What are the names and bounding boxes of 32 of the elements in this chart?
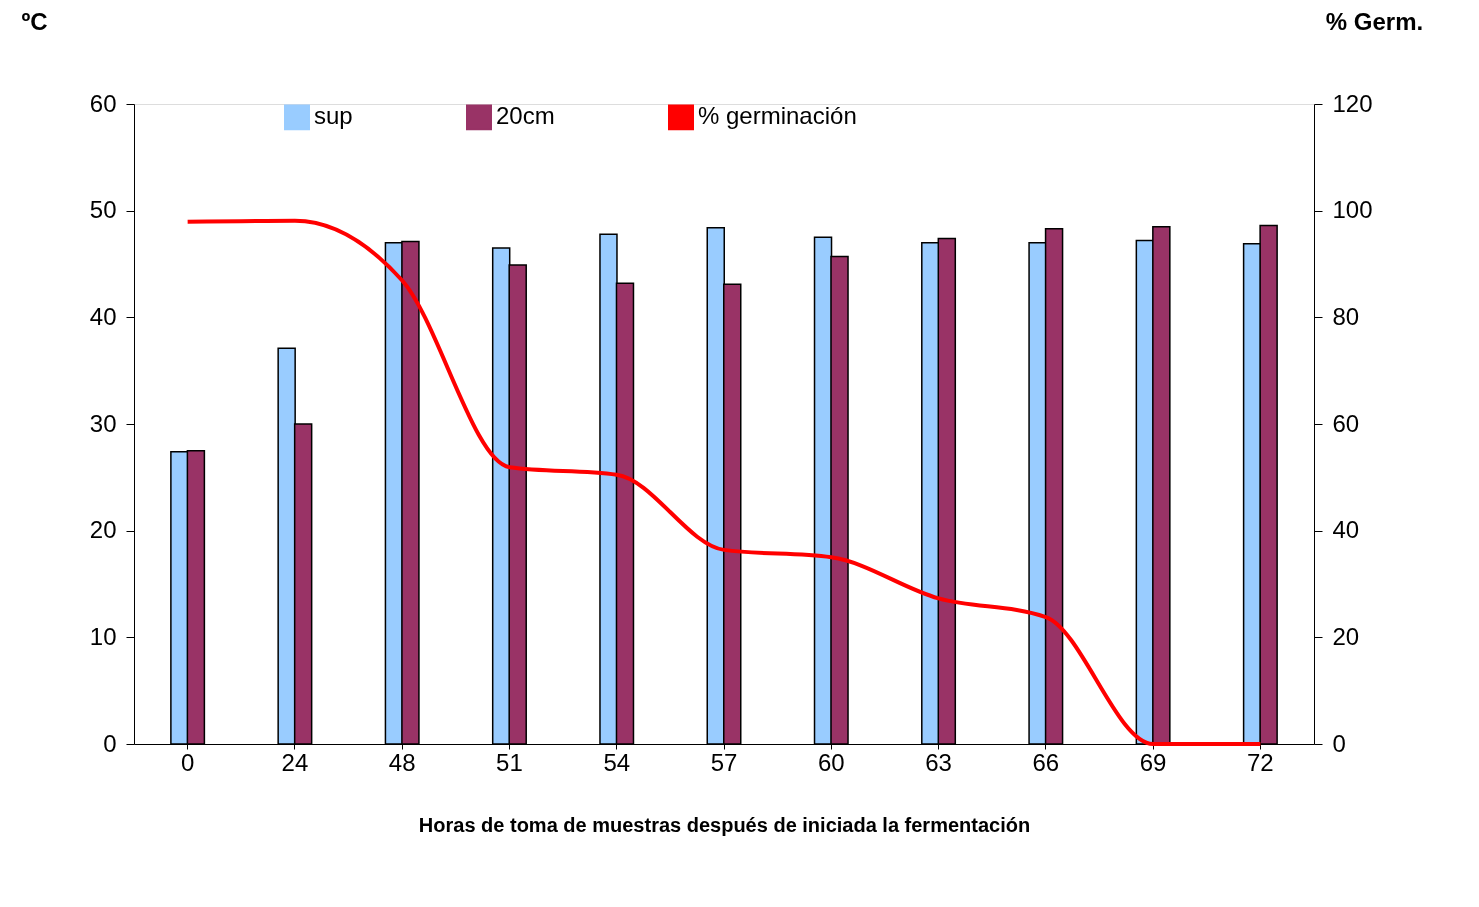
y-tick-label: 30 [89, 409, 117, 437]
x-tick-label: 24 [281, 748, 309, 776]
x-tick-label: 66 [1032, 748, 1060, 776]
x-tick-label: 51 [496, 748, 523, 776]
x-tick-label: 69 [1139, 748, 1167, 776]
x-tick-label: 60 [817, 748, 845, 776]
x-tick-label: 48 [388, 748, 416, 776]
y-axis-title: ºC [21, 7, 48, 35]
y2-tick-label: 20 [1332, 622, 1360, 650]
y-tick-label: 20 [89, 516, 117, 544]
y-tick-label: 60 [89, 89, 117, 117]
y2-tick-label: 80 [1332, 302, 1360, 330]
y-tick-label: 40 [89, 302, 117, 330]
y2-tick-label: 60 [1332, 409, 1360, 437]
x-tick-label: 72 [1247, 748, 1274, 776]
x-tick-label: 54 [603, 748, 631, 776]
y-tick-label: 0 [103, 729, 117, 757]
y2-tick-label: 0 [1332, 729, 1346, 757]
y2-axis-title: % Germ. [1325, 7, 1424, 35]
x-tick-label: 57 [710, 748, 738, 776]
x-tick-label: 0 [180, 748, 195, 776]
legend-label: % germinación [698, 102, 857, 130]
x-axis-title: Horas de toma de muestras después de iniciada la fermentación [418, 813, 1031, 836]
legend-label: sup [314, 102, 353, 130]
line-series [185, 218, 1263, 746]
legend-label: 20cm [496, 102, 555, 130]
x-tick-label: 63 [925, 748, 952, 776]
y2-tick-label: 40 [1332, 516, 1360, 544]
y2-tick-label: 100 [1332, 196, 1373, 224]
y-tick-label: 50 [89, 196, 117, 224]
y-tick-label: 10 [89, 622, 117, 650]
y2-tick-label: 120 [1332, 89, 1373, 117]
